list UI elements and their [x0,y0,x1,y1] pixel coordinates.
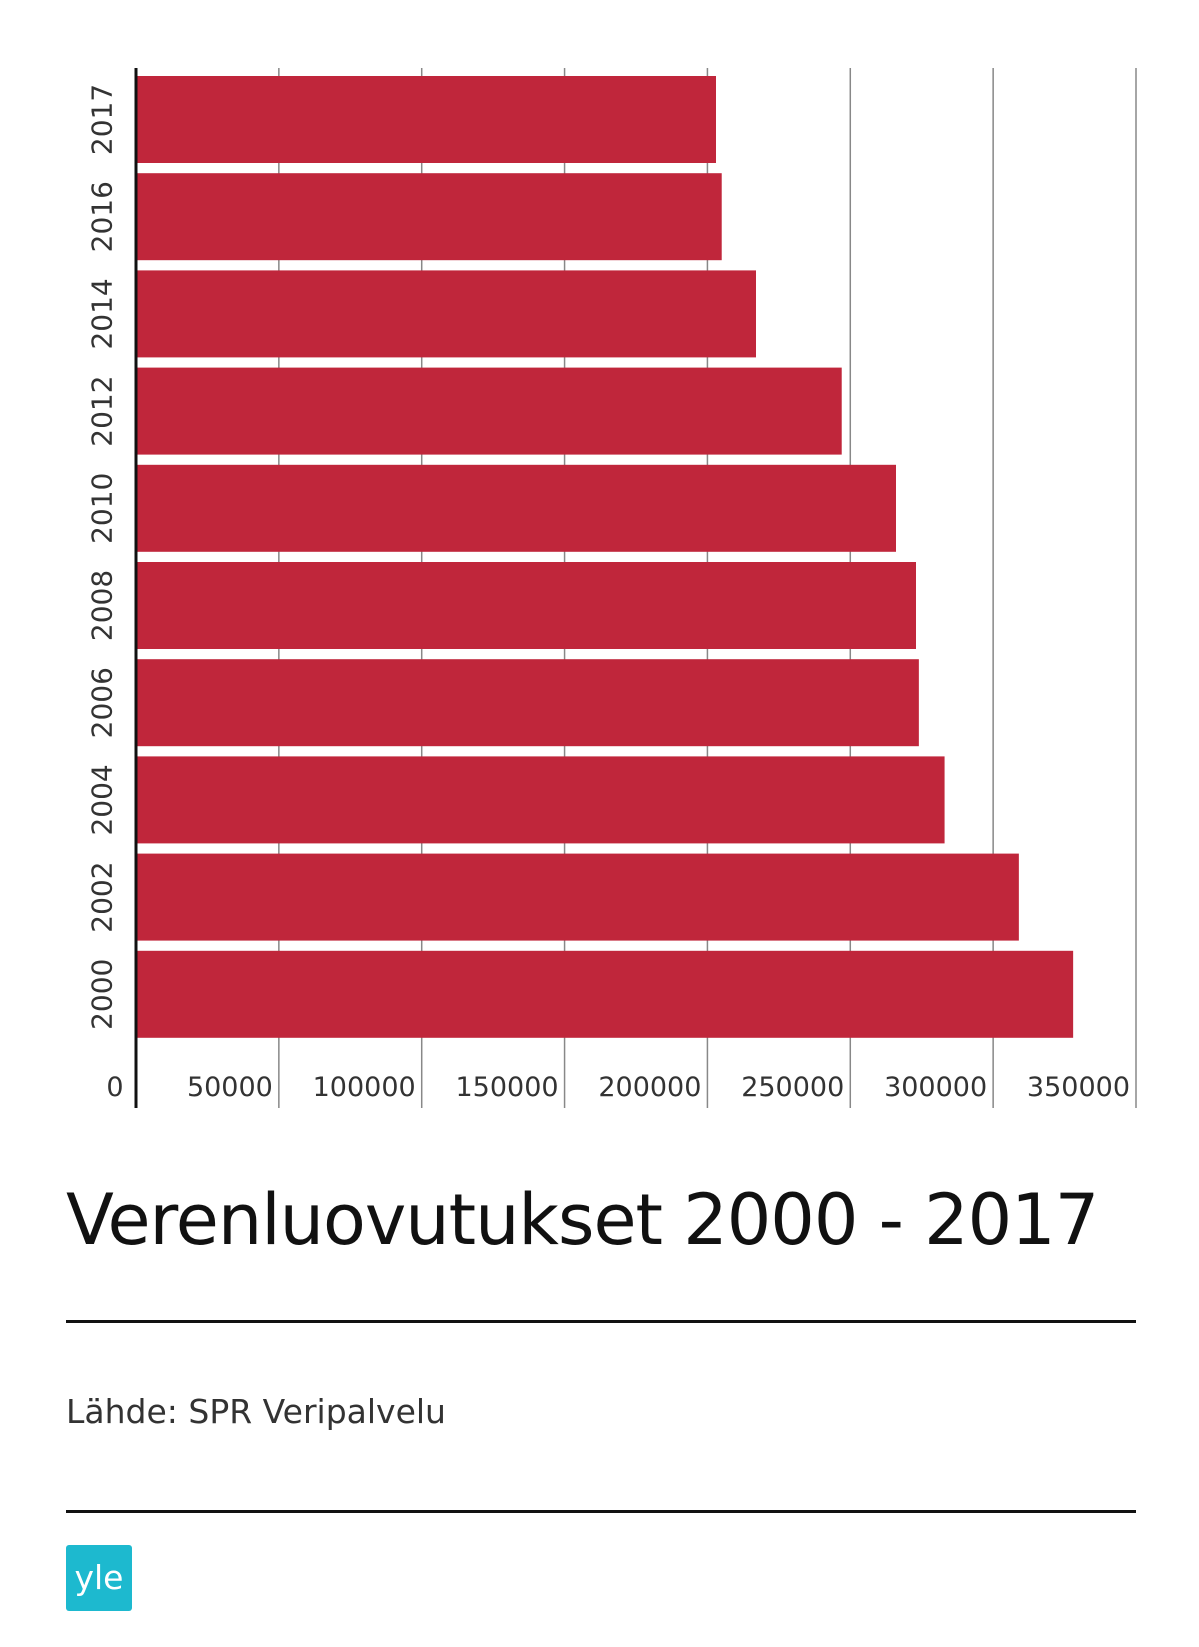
category-label-2010: 2010 [86,473,119,544]
tick-label-50000: 50000 [187,1072,273,1103]
tick-labels: 0 50000 100000 150000 200000 250000 300000 3500… [106,1072,1130,1103]
category-label-2017: 2017 [86,84,119,155]
bar-2010 [136,464,896,552]
bar-2000 [136,950,1074,1038]
bar-2014 [136,270,756,358]
category-label-2004: 2004 [86,764,119,835]
bars [136,76,1074,1038]
divider-top [66,1320,1136,1323]
bar-2006 [136,659,919,747]
category-label-2000: 2000 [86,959,119,1030]
bar-2002 [136,853,1019,941]
tick-label-150000: 150000 [455,1072,558,1103]
tick-label-350000: 350000 [1027,1072,1130,1103]
chart-title: Verenluovutukset 2000 - 2017 [66,1179,1099,1261]
bar-chart: 2017 2016 2014 2012 2010 2008 2006 2004 2002 2000… [86,68,1137,1108]
bar-2004 [136,756,945,844]
category-label-2016: 2016 [86,181,119,252]
tick-label-200000: 200000 [598,1072,701,1103]
source-note: Lähde: SPR Veripalvelu [66,1392,446,1431]
tick-label-100000: 100000 [313,1072,416,1103]
bar-2017 [136,76,716,163]
tick-label-0: 0 [106,1072,123,1103]
bar-2012 [136,367,842,455]
category-label-2006: 2006 [86,667,119,738]
divider-bottom [66,1510,1136,1513]
category-labels: 2017 2016 2014 2012 2010 2008 2006 2004 2002 2000 [86,84,119,1030]
tick-label-250000: 250000 [741,1072,844,1103]
category-label-2014: 2014 [86,278,119,349]
bar-2016 [136,173,722,261]
category-label-2002: 2002 [86,861,119,932]
bar-2008 [136,562,916,649]
tick-label-300000: 300000 [884,1072,987,1103]
category-label-2008: 2008 [86,570,119,641]
category-label-2012: 2012 [86,375,119,446]
yle-logo: yle [66,1545,132,1611]
